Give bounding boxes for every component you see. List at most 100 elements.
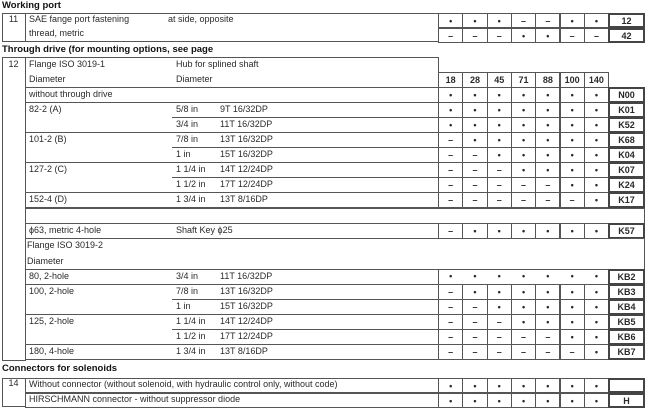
available-dot: • <box>559 117 585 133</box>
available-dot: • <box>462 223 488 239</box>
available-dot: • <box>510 27 537 43</box>
not-available-dash: – <box>438 329 464 345</box>
order-code: H <box>608 392 645 408</box>
available-dot: • <box>510 314 537 330</box>
header-flange-sub: Diameter <box>29 74 66 84</box>
order-code: 12 <box>608 13 645 28</box>
option-label: thread, metric <box>29 28 85 38</box>
order-code: K01 <box>608 102 645 118</box>
not-available-dash: – <box>438 299 464 315</box>
not-available-dash: – <box>438 192 464 208</box>
not-available-dash: – <box>438 177 464 193</box>
not-available-dash: – <box>462 27 488 43</box>
available-dot: • <box>583 102 610 118</box>
available-dot: • <box>583 223 610 239</box>
not-available-dash: – <box>510 192 537 208</box>
option-label: SAE fange port fastening <box>29 14 130 24</box>
order-code: N00 <box>608 87 645 103</box>
available-dot: • <box>583 299 610 315</box>
available-dot: • <box>510 299 537 315</box>
available-dot: • <box>583 314 610 330</box>
spline-spec: 15T 16/32DP <box>220 149 273 159</box>
header-hub-sub: Diameter <box>176 74 213 84</box>
sub-row-divider <box>172 299 438 300</box>
not-available-dash: – <box>438 314 464 330</box>
spline-spec: 11T 16/32DP <box>220 271 273 281</box>
option-description <box>168 27 418 42</box>
option-description: HIRSCHMANN connector - without suppresso… <box>29 393 241 404</box>
spline-spec: 13T 8/16DP <box>220 194 268 204</box>
order-code: 42 <box>608 27 645 43</box>
available-dot: • <box>462 132 488 148</box>
available-dot: • <box>594 271 599 281</box>
order-code: K52 <box>608 117 645 133</box>
order-code: KB3 <box>608 284 645 300</box>
available-dot: • <box>559 299 585 315</box>
order-code: K68 <box>608 132 645 148</box>
not-available-dash: – <box>535 329 561 345</box>
hub-diameter: 1 in <box>176 301 191 311</box>
flange-diameter: 82-2 (A) <box>29 104 62 114</box>
available-dot: • <box>486 299 512 315</box>
size-header: 28 <box>462 72 488 88</box>
hub-diameter: 1 1/4 in <box>176 316 206 326</box>
option-description: Without connector (without solenoid, wit… <box>29 379 338 389</box>
sub-row-divider <box>172 177 438 178</box>
hub-diameter: 1 1/2 in <box>176 179 206 189</box>
available-dot: • <box>583 132 610 148</box>
available-dot: • <box>510 117 537 133</box>
hub-diameter: 1 1/2 in <box>176 331 206 341</box>
spline-spec: 11T 16/32DP <box>220 119 273 129</box>
not-available-dash: – <box>559 344 585 360</box>
available-dot: • <box>535 162 561 178</box>
not-available-dash: – <box>486 314 512 330</box>
not-available-dash: – <box>462 314 488 330</box>
hub-diameter: 3/4 in <box>176 271 199 281</box>
not-available-dash: – <box>462 192 488 208</box>
order-code: KB6 <box>608 329 645 345</box>
spline-spec: 13T 16/32DP <box>220 286 273 296</box>
available-dot: • <box>438 87 464 103</box>
not-available-dash: – <box>535 344 561 360</box>
flange-diameter: 127-2 (C) <box>29 164 68 174</box>
section-title: Working port <box>2 0 61 11</box>
available-dot: • <box>583 192 610 208</box>
available-dot: • <box>486 223 512 239</box>
order-code: KB5 <box>608 314 645 330</box>
available-dot: • <box>510 223 537 239</box>
available-dot: • <box>510 284 537 300</box>
available-dot: • <box>559 284 585 300</box>
available-dot: • <box>438 378 464 393</box>
hub-diameter: 1 3/4 in <box>176 194 206 204</box>
header-flange: Flange ISO 3019-2 <box>27 240 104 250</box>
header-flange-sub: Diameter <box>27 256 64 266</box>
available-dot: • <box>486 102 512 118</box>
header-flange: Flange ISO 3019-1 <box>29 59 106 69</box>
flange-diameter: 125, 2-hole <box>29 316 75 326</box>
flange-diameter: 180, 4-hole <box>29 346 75 356</box>
not-available-dash: – <box>438 162 464 178</box>
not-available-dash: – <box>583 27 610 43</box>
not-available-dash: – <box>438 223 464 239</box>
not-available-dash: – <box>510 344 537 360</box>
not-available-dash: – <box>510 13 537 28</box>
available-dot: • <box>462 117 488 133</box>
available-dot: • <box>486 378 512 393</box>
available-dot: • <box>438 392 464 408</box>
available-dot: • <box>462 378 488 393</box>
hub-diameter: 1 1/4 in <box>176 164 206 174</box>
available-dot: • <box>535 27 561 43</box>
available-dot: • <box>535 87 561 103</box>
hub-diameter: 7/8 in <box>176 134 199 144</box>
hub-diameter: 5/8 in <box>176 104 199 114</box>
size-header: 88 <box>535 72 561 88</box>
available-dot: • <box>559 132 585 148</box>
hub-diameter: 1 3/4 in <box>176 346 206 356</box>
spline-spec: 9T 16/32DP <box>220 104 268 114</box>
spacer-row <box>25 208 645 224</box>
not-available-dash: – <box>438 344 464 360</box>
available-dot: • <box>535 132 561 148</box>
order-code: K07 <box>608 162 645 178</box>
available-dot: • <box>462 102 488 118</box>
available-dot: • <box>535 284 561 300</box>
